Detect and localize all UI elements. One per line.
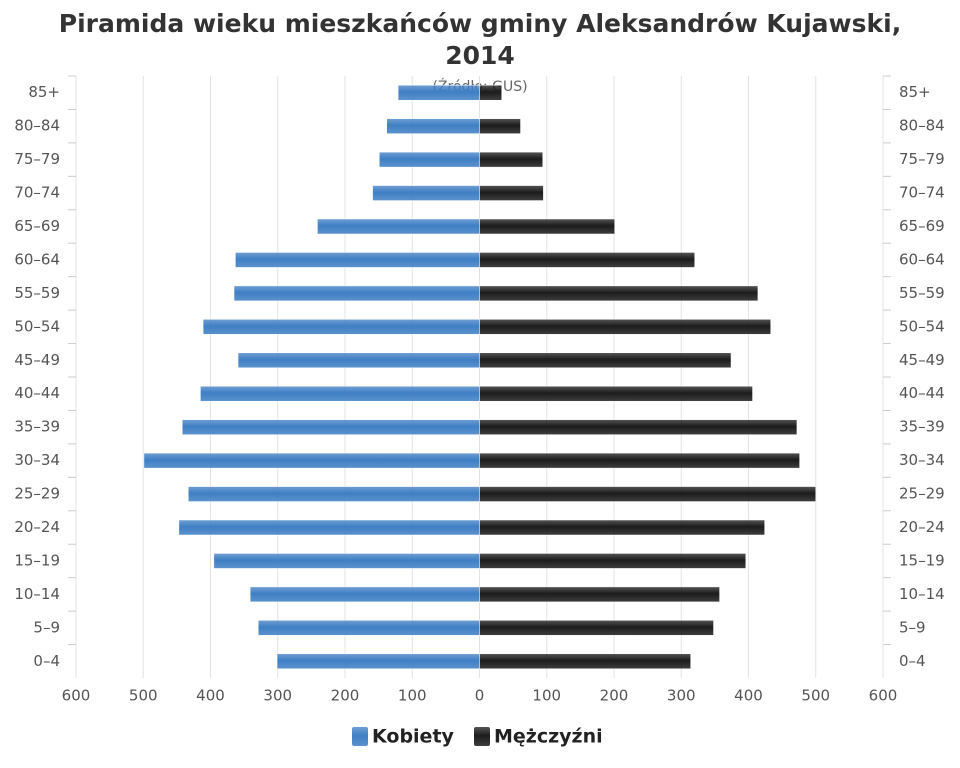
x-tick-label: 500 bbox=[801, 687, 830, 705]
bar bbox=[479, 252, 695, 268]
bar bbox=[479, 553, 747, 569]
bar bbox=[479, 352, 732, 369]
y-tick-label: 85+ bbox=[899, 83, 931, 101]
bar bbox=[182, 419, 480, 435]
bar bbox=[479, 452, 800, 469]
x-tick-label: 600 bbox=[869, 687, 898, 705]
y-tick-label: 30–34 bbox=[14, 451, 60, 469]
x-tick-label: 500 bbox=[129, 687, 158, 705]
y-tick-label: 85+ bbox=[28, 83, 60, 101]
bar bbox=[372, 185, 480, 201]
y-tick-label: 5–9 bbox=[899, 618, 926, 636]
x-tick-label: 200 bbox=[600, 687, 629, 705]
y-tick-label: 35–39 bbox=[899, 418, 945, 436]
y-tick-label: 30–34 bbox=[899, 451, 945, 469]
y-tick-label: 65–69 bbox=[14, 217, 60, 235]
bar bbox=[479, 385, 753, 402]
y-tick-label: 50–54 bbox=[14, 317, 60, 335]
bar bbox=[479, 319, 771, 335]
bar bbox=[479, 285, 759, 302]
x-tick-label: 200 bbox=[331, 687, 360, 705]
bar bbox=[202, 319, 480, 335]
x-tick-label: 300 bbox=[667, 687, 696, 705]
y-tick-label: 40–44 bbox=[899, 384, 945, 402]
legend-swatch bbox=[474, 727, 490, 746]
x-tick-label: 300 bbox=[263, 687, 292, 705]
bar bbox=[479, 620, 714, 636]
y-tick-label: 55–59 bbox=[14, 284, 60, 302]
bar bbox=[479, 586, 720, 603]
legend-label: Kobiety bbox=[372, 726, 455, 748]
bar bbox=[479, 185, 544, 201]
y-tick-label: 20–24 bbox=[899, 518, 945, 536]
y-tick-label: 75–79 bbox=[899, 150, 945, 168]
y-tick-label: 75–79 bbox=[14, 150, 60, 168]
y-tick-label: 15–19 bbox=[899, 551, 945, 569]
bar bbox=[479, 486, 816, 502]
legend-swatch bbox=[352, 727, 368, 746]
x-tick-label: 400 bbox=[734, 687, 763, 705]
y-tick-label: 60–64 bbox=[899, 250, 945, 268]
y-tick-label: 80–84 bbox=[14, 117, 60, 135]
y-tick-label: 15–19 bbox=[14, 551, 60, 569]
bar bbox=[143, 452, 480, 469]
x-tick-label: 600 bbox=[62, 687, 91, 705]
y-tick-label: 70–74 bbox=[14, 184, 60, 202]
bar bbox=[249, 586, 480, 603]
y-tick-label: 70–74 bbox=[899, 184, 945, 202]
bar bbox=[317, 218, 480, 235]
y-tick-label: 10–14 bbox=[899, 585, 945, 603]
x-tick-label: 400 bbox=[196, 687, 225, 705]
y-tick-label: 0–4 bbox=[33, 652, 60, 670]
bar bbox=[213, 553, 480, 569]
bar bbox=[188, 486, 480, 502]
y-tick-label: 50–54 bbox=[899, 317, 945, 335]
y-tick-label: 65–69 bbox=[899, 217, 945, 235]
bar bbox=[479, 151, 543, 168]
bar bbox=[379, 151, 480, 168]
bar bbox=[235, 252, 480, 268]
y-tick-label: 40–44 bbox=[14, 384, 60, 402]
y-tick-label: 25–29 bbox=[14, 485, 60, 503]
y-tick-label: 25–29 bbox=[899, 485, 945, 503]
chart-title: Piramida wieku mieszkańców gminy Aleksan… bbox=[58, 9, 902, 70]
y-tick-label: 35–39 bbox=[14, 418, 60, 436]
bar bbox=[479, 653, 691, 670]
bar bbox=[178, 519, 480, 536]
y-tick-label: 10–14 bbox=[14, 585, 60, 603]
bar bbox=[397, 84, 480, 101]
bar bbox=[479, 419, 798, 435]
bar bbox=[237, 352, 480, 369]
y-tick-label: 60–64 bbox=[14, 250, 60, 268]
bar bbox=[479, 519, 765, 536]
bar bbox=[479, 118, 521, 134]
legend-label: Mężczyźni bbox=[494, 726, 603, 748]
bar bbox=[257, 620, 480, 636]
bar bbox=[479, 84, 502, 101]
x-tick-label: 100 bbox=[398, 687, 427, 705]
x-tick-label: 0 bbox=[475, 687, 485, 705]
y-tick-label: 0–4 bbox=[899, 652, 926, 670]
bar bbox=[386, 118, 480, 134]
y-tick-label: 45–49 bbox=[14, 351, 60, 369]
y-tick-label: 80–84 bbox=[899, 117, 945, 135]
y-tick-label: 5–9 bbox=[33, 618, 60, 636]
y-tick-label: 20–24 bbox=[14, 518, 60, 536]
y-tick-label: 45–49 bbox=[899, 351, 945, 369]
bar bbox=[233, 285, 480, 302]
bar bbox=[276, 653, 480, 670]
y-tick-label: 55–59 bbox=[899, 284, 945, 302]
x-tick-label: 100 bbox=[532, 687, 561, 705]
bar bbox=[200, 385, 480, 402]
bar bbox=[479, 218, 615, 235]
